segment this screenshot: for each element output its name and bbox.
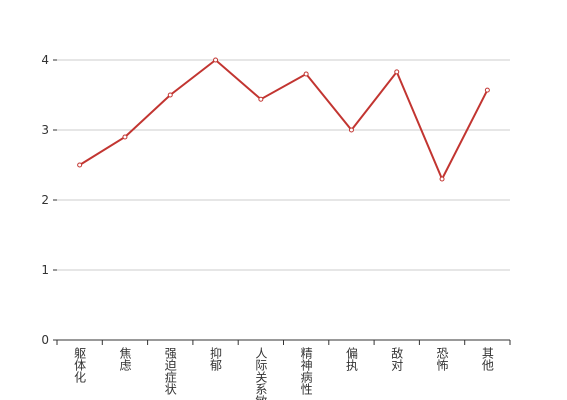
y-tick-label: 2 — [41, 193, 49, 207]
point — [394, 69, 400, 75]
y-tick-label: 4 — [41, 53, 49, 67]
x-tick-label: 其他 — [480, 347, 494, 371]
y-tick-label: 1 — [41, 263, 49, 277]
point — [303, 71, 309, 77]
x-tick-label: 人际关系敏感 — [254, 347, 268, 400]
x-tick-label: 焦虑 — [118, 347, 132, 371]
x-tick-label: 精神病性 — [299, 347, 313, 396]
x-tick-label: 抑郁 — [209, 346, 223, 372]
x-tick-label: 敌对 — [390, 346, 404, 371]
point — [122, 134, 128, 140]
line — [79, 58, 489, 182]
x-tick-label: 躯体化 — [73, 346, 87, 384]
point — [439, 176, 445, 182]
point — [167, 92, 173, 98]
point — [258, 96, 264, 102]
x-tick-label: 强迫症状 — [163, 347, 177, 395]
point — [213, 57, 219, 63]
y-tick-label: 3 — [41, 123, 49, 137]
point — [484, 87, 490, 93]
point — [348, 127, 354, 133]
x-tick-label: 偏执 — [344, 346, 358, 372]
x-tick-label: 恐怖 — [435, 347, 449, 371]
y-tick-label: 0 — [41, 333, 49, 347]
point — [77, 162, 83, 168]
